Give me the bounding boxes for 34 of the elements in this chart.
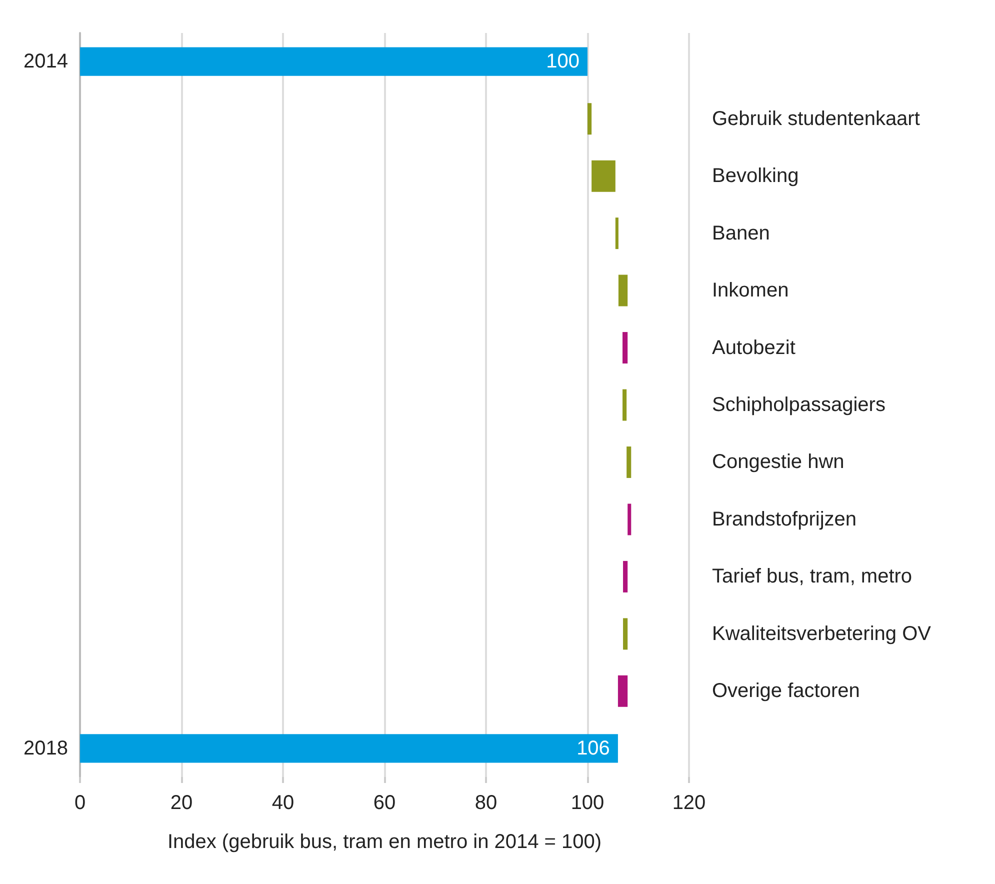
- y-tick-label: Bevolking: [712, 165, 799, 188]
- y-tick-label: Congestie hwn: [712, 451, 844, 474]
- bar: [622, 332, 628, 364]
- x-tick-label: 120: [672, 792, 706, 814]
- y-tick-label: Tarief bus, tram, metro: [712, 566, 912, 588]
- bar: [592, 160, 616, 192]
- x-axis-title: Index (gebruik bus, tram en metro in 2014 = 100): [167, 831, 602, 853]
- y-tick-label: Schipholpassagiers: [712, 394, 886, 416]
- bar: [618, 675, 628, 707]
- x-tick-label: 100: [570, 792, 604, 814]
- bar: [623, 560, 628, 592]
- bar: [615, 218, 618, 250]
- data-label: 106: [576, 737, 610, 760]
- y-tick-label: 2018: [24, 737, 68, 760]
- y-tick-label: Gebruik studentenkaart: [712, 108, 920, 130]
- data-label: 100: [546, 50, 580, 73]
- y-tick-label: 2014: [24, 50, 68, 73]
- y-tick-label: Kwaliteitsverbetering OV: [712, 622, 932, 645]
- x-tick-label: 0: [74, 792, 86, 814]
- x-tick-label: 40: [272, 792, 294, 814]
- bar: [618, 274, 628, 306]
- x-tick-label: 20: [170, 792, 193, 814]
- bar: [626, 446, 632, 478]
- bar: [588, 103, 592, 135]
- bar: [623, 618, 628, 650]
- x-tick-label: 60: [373, 792, 396, 814]
- y-tick-label: Overige factoren: [712, 680, 860, 702]
- x-tick-label: 80: [474, 792, 498, 814]
- y-tick-label: Brandstofprijzen: [712, 508, 857, 530]
- bar: [622, 389, 627, 421]
- y-tick-label: Inkomen: [712, 280, 789, 302]
- y-tick-label: Banen: [712, 222, 770, 244]
- y-tick-label: Autobezit: [712, 336, 796, 359]
- bar: [628, 504, 632, 536]
